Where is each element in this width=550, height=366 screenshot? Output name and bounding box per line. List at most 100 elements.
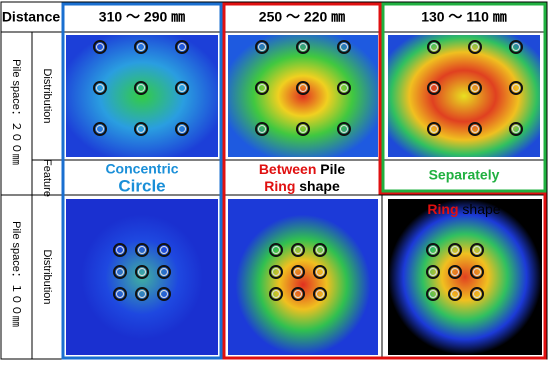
frame-red <box>222 2 547 360</box>
pile-marker <box>427 81 441 95</box>
highlight-frames <box>61 2 547 360</box>
heatmap <box>388 35 540 157</box>
pile-marker <box>296 40 310 54</box>
frame-green <box>381 2 547 193</box>
pile-marker-inner <box>294 246 302 254</box>
pile-marker <box>157 243 171 257</box>
pile-marker-inner <box>471 43 479 51</box>
pile-marker-inner <box>429 268 437 276</box>
pile-marker <box>468 40 482 54</box>
pile-marker-inner <box>451 246 459 254</box>
pile-marker-inner <box>299 84 307 92</box>
pile-marker-inner <box>258 43 266 51</box>
row-label: Distribution <box>41 249 53 304</box>
pile-marker <box>426 243 440 257</box>
pile-marker <box>134 40 148 54</box>
pile-marker <box>337 81 351 95</box>
corner-label: Distance <box>2 9 61 25</box>
pile-marker <box>135 243 149 257</box>
row-label: Distribution <box>41 68 53 123</box>
pile-marker <box>337 122 351 136</box>
pile-marker <box>426 265 440 279</box>
pile-marker <box>448 243 462 257</box>
pile-marker-inner <box>430 43 438 51</box>
pile-marker-inner <box>96 43 104 51</box>
pile-marker <box>468 122 482 136</box>
feature-text: Separately <box>429 167 500 183</box>
pile-marker-inner <box>512 43 520 51</box>
pile-marker-inner <box>258 84 266 92</box>
pile-marker-inner <box>340 43 348 51</box>
pile-marker <box>426 287 440 301</box>
pile-marker-inner <box>299 43 307 51</box>
pile-marker-inner <box>429 246 437 254</box>
pile-marker <box>291 265 305 279</box>
feature-word: Between <box>259 161 317 177</box>
pile-marker-inner <box>451 290 459 298</box>
pile-marker-inner <box>116 246 124 254</box>
pile-marker-inner <box>451 268 459 276</box>
column-header: 310 ～ 290 ㎜ <box>99 9 185 25</box>
pile-marker <box>509 81 523 95</box>
pile-marker-inner <box>178 84 186 92</box>
pile-marker-inner <box>116 268 124 276</box>
pile-markers <box>93 40 523 301</box>
pile-marker <box>113 265 127 279</box>
column-header: 250 ～ 220 ㎜ <box>259 9 345 25</box>
pile-marker-inner <box>272 290 280 298</box>
heatmap <box>228 199 378 355</box>
pile-marker <box>175 122 189 136</box>
pile-marker <box>427 122 441 136</box>
pile-marker <box>93 81 107 95</box>
pile-marker <box>135 287 149 301</box>
pile-marker-inner <box>430 84 438 92</box>
pile-marker <box>313 287 327 301</box>
pile-marker-inner <box>272 246 280 254</box>
pile-marker-inner <box>430 125 438 133</box>
pile-marker-inner <box>116 290 124 298</box>
feature-word: shape <box>299 178 340 194</box>
pile-marker-inner <box>473 268 481 276</box>
pile-marker <box>468 81 482 95</box>
pile-marker <box>296 122 310 136</box>
feature-text: Between Pile <box>259 161 346 177</box>
pile-marker <box>157 265 171 279</box>
pile-marker <box>93 122 107 136</box>
pile-marker-inner <box>137 125 145 133</box>
feature-word: Ring <box>264 178 295 194</box>
pile-marker <box>509 40 523 54</box>
pile-marker <box>448 287 462 301</box>
pile-marker-inner <box>137 84 145 92</box>
pile-marker-inner <box>294 268 302 276</box>
heatmap <box>388 199 542 355</box>
pile-marker <box>134 81 148 95</box>
row-label: Feature <box>41 159 53 197</box>
pile-marker <box>291 243 305 257</box>
pile-marker <box>313 265 327 279</box>
feature-word: Ring <box>427 201 458 217</box>
pile-marker-inner <box>272 268 280 276</box>
feature-text: Concentric <box>105 161 178 177</box>
feature-word: Pile <box>320 161 345 177</box>
pile-marker <box>313 243 327 257</box>
pile-marker <box>175 40 189 54</box>
pile-marker <box>269 243 283 257</box>
pile-marker-inner <box>137 43 145 51</box>
pile-marker-inner <box>138 290 146 298</box>
pile-marker <box>337 40 351 54</box>
pile-marker-inner <box>178 43 186 51</box>
column-header: 130 ～ 110 ㎜ <box>421 9 507 25</box>
pile-marker <box>134 122 148 136</box>
pile-marker-inner <box>160 246 168 254</box>
frame-blue <box>61 2 223 360</box>
pile-marker <box>255 122 269 136</box>
pile-marker <box>470 265 484 279</box>
heatmap <box>228 35 378 157</box>
pile-marker-inner <box>473 246 481 254</box>
pile-marker-inner <box>429 290 437 298</box>
pile-marker-inner <box>316 246 324 254</box>
pile-marker <box>135 265 149 279</box>
pile-marker <box>255 81 269 95</box>
feature-text: Circle <box>118 176 165 195</box>
pile-marker-inner <box>512 125 520 133</box>
